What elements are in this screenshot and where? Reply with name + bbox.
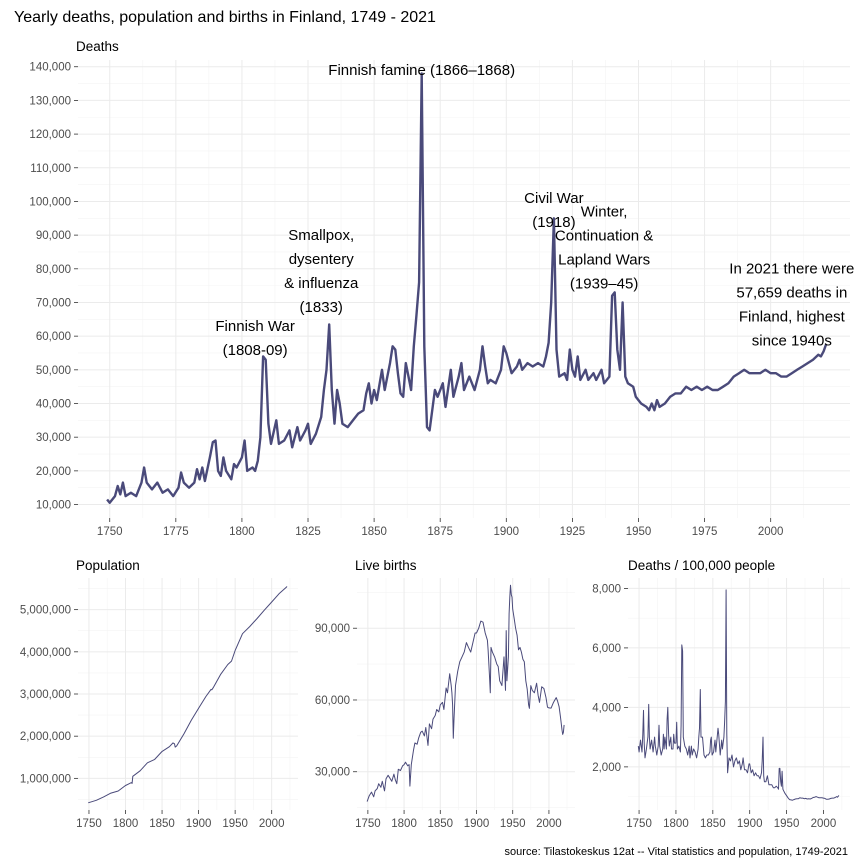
- x-tick-label: 1800: [663, 818, 689, 830]
- x-tick-label: 1975: [692, 526, 718, 538]
- y-tick-label: 2,000: [592, 762, 621, 774]
- annotation-line: Civil War: [524, 190, 583, 207]
- y-tick-label: 5,000,000: [20, 605, 71, 617]
- annotation-line: (1918): [532, 214, 575, 231]
- y-tick-label: 110,000: [30, 163, 71, 175]
- y-tick-label: 90,000: [36, 230, 71, 242]
- x-tick-label: 1800: [391, 818, 417, 830]
- death-rate-title: Deaths / 100,000 people: [628, 558, 775, 573]
- annotation-line: 57,659 deaths in: [736, 285, 847, 302]
- x-tick-label: 1750: [355, 818, 381, 830]
- annotation: Finnish War (1808-09): [215, 318, 294, 359]
- x-tick-label: 1925: [560, 526, 586, 538]
- live-births-panel: 30,000 60,000 90,000 1750 1800 1850 1900 1950 20…: [315, 558, 575, 830]
- annotation-line: & influenza: [284, 275, 359, 292]
- y-tick-label: 2,000,000: [20, 731, 71, 743]
- y-tick-label: 60,000: [36, 331, 71, 343]
- x-tick-label: 1950: [626, 526, 652, 538]
- annotation-line: Winter,: [581, 203, 628, 220]
- x-tick-label: 1800: [113, 818, 139, 830]
- annotation-line: In 2021 there were: [729, 261, 854, 278]
- annotation-line: Finland, highest: [739, 309, 846, 326]
- y-tick-label: 130,000: [29, 95, 71, 107]
- y-tick-label: 50,000: [36, 365, 71, 377]
- annotation: Civil War (1918): [524, 190, 583, 231]
- y-tick-label: 3,000,000: [20, 689, 71, 701]
- y-tick-label: 30,000: [36, 432, 71, 444]
- chart-title: Yearly deaths, population and births in …: [14, 9, 436, 26]
- x-tick-label: 1775: [163, 526, 189, 538]
- annotation: Finnish famine (1866–1868): [328, 62, 515, 79]
- y-tick-label: 4,000,000: [20, 647, 71, 659]
- deaths-series-line: [106, 72, 828, 504]
- y-tick-label: 70,000: [36, 297, 71, 309]
- population-title: Population: [76, 558, 140, 573]
- x-tick-label: 1750: [97, 526, 123, 538]
- annotation-line: Finnish famine (1866–1868): [328, 62, 515, 79]
- x-tick-label: 1750: [626, 818, 652, 830]
- annotation-line: Finnish War: [215, 318, 294, 335]
- y-tick-label: 60,000: [315, 695, 350, 707]
- x-tick-label: 1850: [149, 818, 175, 830]
- x-tick-label: 1850: [361, 526, 387, 538]
- x-tick-label: 2000: [536, 818, 562, 830]
- annotation: Smallpox, dysentery & influenza (1833): [284, 227, 359, 316]
- death-rate-series-line: [637, 589, 840, 801]
- y-tick-label: 90,000: [315, 623, 350, 635]
- y-tick-label: 40,000: [36, 399, 71, 411]
- annotation-line: Continuation &: [555, 227, 653, 244]
- source-caption: source: Tilastokeskus 12at -- Vital stat…: [505, 846, 848, 858]
- deaths-panel: 10,000 20,000 30,000 40,000 50,000 60,000 70,0…: [29, 39, 854, 538]
- annotation-line: (1833): [300, 299, 343, 316]
- live-births-series-line: [366, 584, 565, 802]
- x-tick-label: 1950: [774, 818, 800, 830]
- annotation-line: dysentery: [289, 251, 355, 268]
- annotation: In 2021 there were 57,659 deaths in Finlan…: [729, 261, 854, 350]
- y-tick-label: 140,000: [29, 62, 71, 74]
- y-tick-label: 8,000: [592, 583, 621, 595]
- x-tick-label: 1900: [494, 526, 520, 538]
- x-tick-label: 2000: [758, 526, 784, 538]
- population-series-line: [88, 586, 288, 804]
- x-tick-label: 1850: [427, 818, 453, 830]
- x-tick-label: 1800: [229, 526, 255, 538]
- panels: 10,000 20,000 30,000 40,000 50,000 60,000 70,0…: [20, 39, 855, 830]
- y-tick-label: 30,000: [315, 767, 350, 779]
- y-tick-label: 100,000: [29, 196, 71, 208]
- x-tick-label: 1900: [737, 818, 763, 830]
- y-tick-label: 4,000: [592, 702, 621, 714]
- y-tick-label: 6,000: [592, 643, 621, 655]
- annotation-line: Lapland Wars: [558, 251, 650, 268]
- x-tick-label: 1875: [427, 526, 453, 538]
- annotation: Winter, Continuation & Lapland Wars (1939–4…: [555, 203, 653, 292]
- y-tick-label: 20,000: [36, 466, 71, 478]
- x-tick-label: 1900: [186, 818, 212, 830]
- death-rate-panel: 2,000 4,000 6,000 8,000 1750 1800 1850 1900 1950…: [592, 558, 850, 830]
- y-tick-label: 120,000: [29, 129, 71, 141]
- deaths-title: Deaths: [76, 39, 119, 54]
- annotation-line: (1939–45): [570, 275, 638, 292]
- x-tick-label: 2000: [811, 818, 837, 830]
- annotation-line: since 1940s: [752, 333, 832, 350]
- y-tick-label: 10,000: [36, 500, 71, 512]
- x-tick-label: 1825: [295, 526, 321, 538]
- y-tick-label: 80,000: [36, 264, 71, 276]
- x-tick-label: 2000: [259, 818, 285, 830]
- x-tick-label: 1850: [700, 818, 726, 830]
- y-tick-label: 1,000,000: [20, 773, 71, 785]
- annotation-line: (1808-09): [223, 342, 288, 359]
- population-panel: 1,000,000 2,000,000 3,000,000 4,000,000 5,00…: [20, 558, 298, 830]
- x-tick-label: 1750: [76, 818, 102, 830]
- x-tick-label: 1950: [222, 818, 248, 830]
- x-tick-label: 1900: [464, 818, 490, 830]
- annotation-line: Smallpox,: [288, 227, 354, 244]
- x-tick-label: 1950: [500, 818, 526, 830]
- live-births-title: Live births: [355, 558, 417, 573]
